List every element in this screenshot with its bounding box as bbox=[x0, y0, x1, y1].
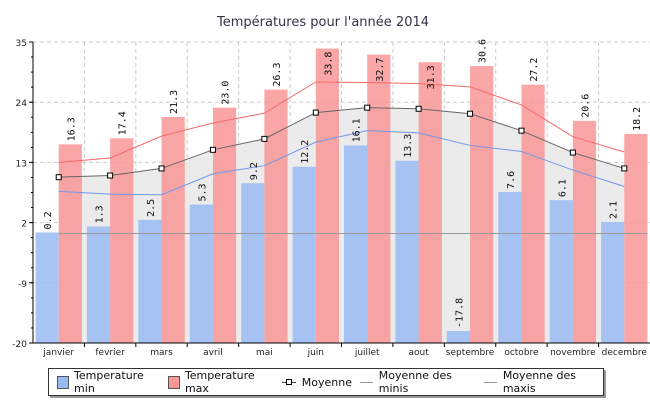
x-tick-label: fevrier bbox=[95, 348, 125, 358]
bar-min bbox=[292, 166, 316, 343]
legend-label: Moyenne bbox=[301, 375, 352, 389]
y-tick-label: -9 bbox=[18, 280, 27, 290]
line-icon bbox=[359, 381, 373, 383]
x-tick-label: juin bbox=[307, 348, 324, 358]
legend-item-max: Temperature max bbox=[167, 369, 274, 395]
bar-min bbox=[35, 232, 59, 343]
y-tick-label: 13 bbox=[16, 159, 27, 169]
min-value-label: 13.3 bbox=[403, 134, 414, 158]
bar-min bbox=[549, 200, 573, 343]
bar-max bbox=[212, 107, 237, 343]
legend-item-min: Temperature min bbox=[57, 369, 160, 395]
line-icon bbox=[484, 381, 497, 383]
x-tick-label: novembre bbox=[550, 348, 596, 358]
moyenne-point bbox=[209, 146, 216, 153]
bar-max bbox=[58, 144, 82, 343]
min-value-label: 1.3 bbox=[95, 205, 106, 223]
legend-item-moyenne-maxis: Moyenne des maxis bbox=[484, 369, 603, 395]
moyenne-point bbox=[364, 104, 371, 111]
bar-max bbox=[624, 133, 648, 343]
min-value-label: 7.6 bbox=[506, 171, 517, 189]
bar-min bbox=[395, 160, 419, 343]
min-value-label: 9.2 bbox=[249, 162, 260, 180]
bar-min bbox=[241, 183, 265, 343]
x-tick-label: septembre bbox=[446, 348, 495, 358]
max-curve bbox=[58, 81, 625, 163]
bar-min bbox=[189, 204, 213, 343]
x-tick-label: mai bbox=[256, 348, 273, 358]
moyenne-point bbox=[569, 149, 576, 156]
max-value-label: 26.3 bbox=[272, 63, 283, 87]
bar-min bbox=[601, 222, 625, 343]
swatch bbox=[57, 375, 70, 389]
min-value-label: 6.1 bbox=[557, 179, 568, 197]
max-value-label: 20.6 bbox=[580, 94, 591, 118]
y-tick-label: 24 bbox=[16, 99, 28, 109]
max-value-label: 21.3 bbox=[169, 90, 180, 114]
max-value-label: 17.4 bbox=[118, 111, 129, 135]
y-tick-label: 2 bbox=[21, 220, 27, 230]
legend: Temperature min Temperature max Moyenne … bbox=[48, 368, 604, 396]
min-value-label: -17.8 bbox=[454, 298, 465, 328]
max-value-label: 27.2 bbox=[529, 58, 540, 82]
moyenne-point bbox=[467, 110, 474, 117]
y-tick-label: 35 bbox=[16, 39, 27, 49]
bar-min bbox=[138, 219, 162, 343]
swatch bbox=[167, 375, 180, 389]
bar-max bbox=[161, 116, 185, 343]
max-value-label: 18.2 bbox=[632, 107, 643, 131]
bar-max bbox=[264, 89, 288, 343]
x-tick-label: octobre bbox=[504, 348, 539, 358]
bar-max bbox=[315, 48, 339, 344]
line-marker-icon bbox=[281, 378, 296, 385]
moyenne-point bbox=[55, 174, 62, 181]
min-value-label: 5.3 bbox=[197, 183, 208, 201]
max-value-label: 31.3 bbox=[426, 65, 437, 89]
moyenne-point bbox=[415, 105, 422, 112]
bar-max bbox=[572, 120, 597, 343]
max-value-label: 16.3 bbox=[66, 117, 77, 141]
legend-label: Temperature min bbox=[74, 369, 144, 395]
bar-min bbox=[344, 145, 368, 343]
legend-item-moyenne-minis: Moyenne des minis bbox=[359, 369, 476, 395]
legend-label: Moyenne des minis bbox=[378, 369, 452, 395]
x-tick-label: avril bbox=[203, 348, 223, 358]
moyenne-point bbox=[107, 172, 114, 179]
bar-min bbox=[86, 226, 111, 343]
moyenne-line bbox=[58, 107, 625, 178]
moyenne-point bbox=[261, 135, 268, 142]
min-curve bbox=[58, 130, 625, 196]
bar-min bbox=[446, 330, 471, 343]
min-value-label: 16.1 bbox=[352, 118, 363, 142]
x-tick-label: janvier bbox=[42, 348, 74, 358]
max-value-label: 33.8 bbox=[323, 52, 334, 76]
y-tick-label: -20 bbox=[12, 340, 27, 350]
moyenne-point bbox=[621, 165, 628, 172]
min-value-label: 0.2 bbox=[43, 211, 54, 229]
legend-label: Temperature max bbox=[184, 369, 255, 395]
min-value-label: 2.5 bbox=[146, 199, 157, 217]
min-value-label: 2.1 bbox=[609, 201, 620, 219]
bar-max bbox=[521, 84, 545, 344]
max-value-label: 23.0 bbox=[221, 81, 232, 105]
moyenne-point bbox=[158, 165, 165, 172]
bar-min bbox=[498, 191, 522, 343]
chart-title: Températures pour l'année 2014 bbox=[216, 15, 429, 30]
x-tick-label: aout bbox=[408, 348, 429, 358]
bar-max bbox=[110, 138, 134, 343]
x-tick-label: mars bbox=[150, 348, 173, 358]
moyenne-point bbox=[518, 127, 525, 134]
max-value-label: 30.6 bbox=[478, 39, 489, 63]
max-value-label: 32.7 bbox=[375, 58, 386, 82]
bar-max bbox=[470, 66, 494, 343]
moyenne-point bbox=[312, 109, 319, 116]
legend-item-moyenne: Moyenne bbox=[281, 375, 352, 389]
bar-max bbox=[367, 54, 391, 343]
min-value-label: 12.2 bbox=[300, 140, 311, 164]
bar-max bbox=[418, 62, 442, 344]
x-tick-label: decembre bbox=[602, 348, 648, 358]
x-tick-label: juillet bbox=[354, 348, 380, 358]
legend-label: Moyenne des maxis bbox=[502, 369, 576, 395]
temperature-chart: Températures pour l'année 2014 0.2 16.3 1.… bbox=[12, 15, 650, 358]
